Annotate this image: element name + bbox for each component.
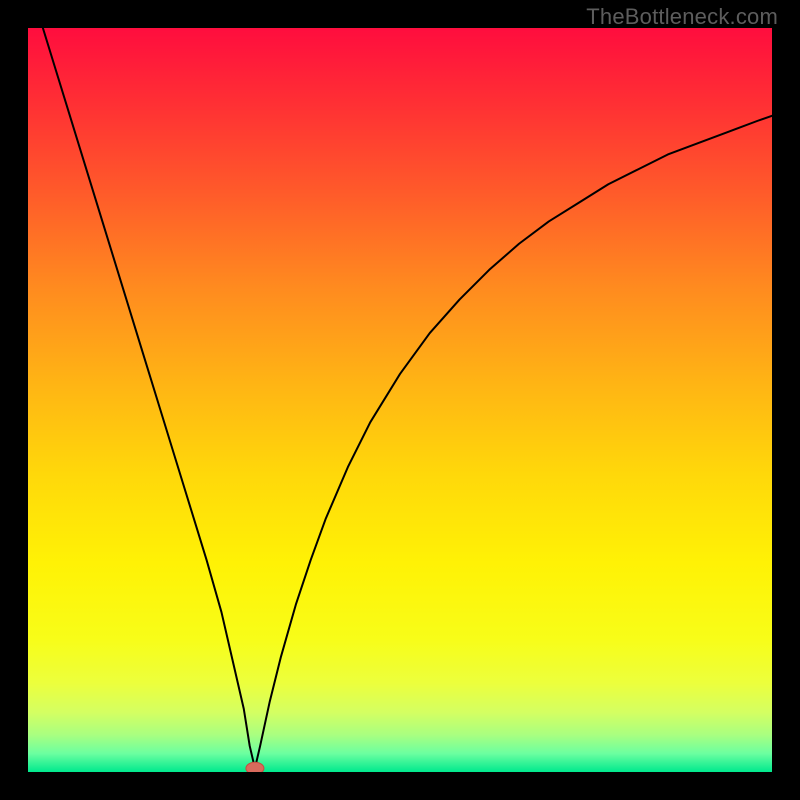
chart-background	[28, 28, 772, 772]
optimal-point-marker	[246, 762, 264, 772]
chart-plot-area	[28, 28, 772, 772]
watermark-text: TheBottleneck.com	[586, 4, 778, 30]
chart-svg	[28, 28, 772, 772]
